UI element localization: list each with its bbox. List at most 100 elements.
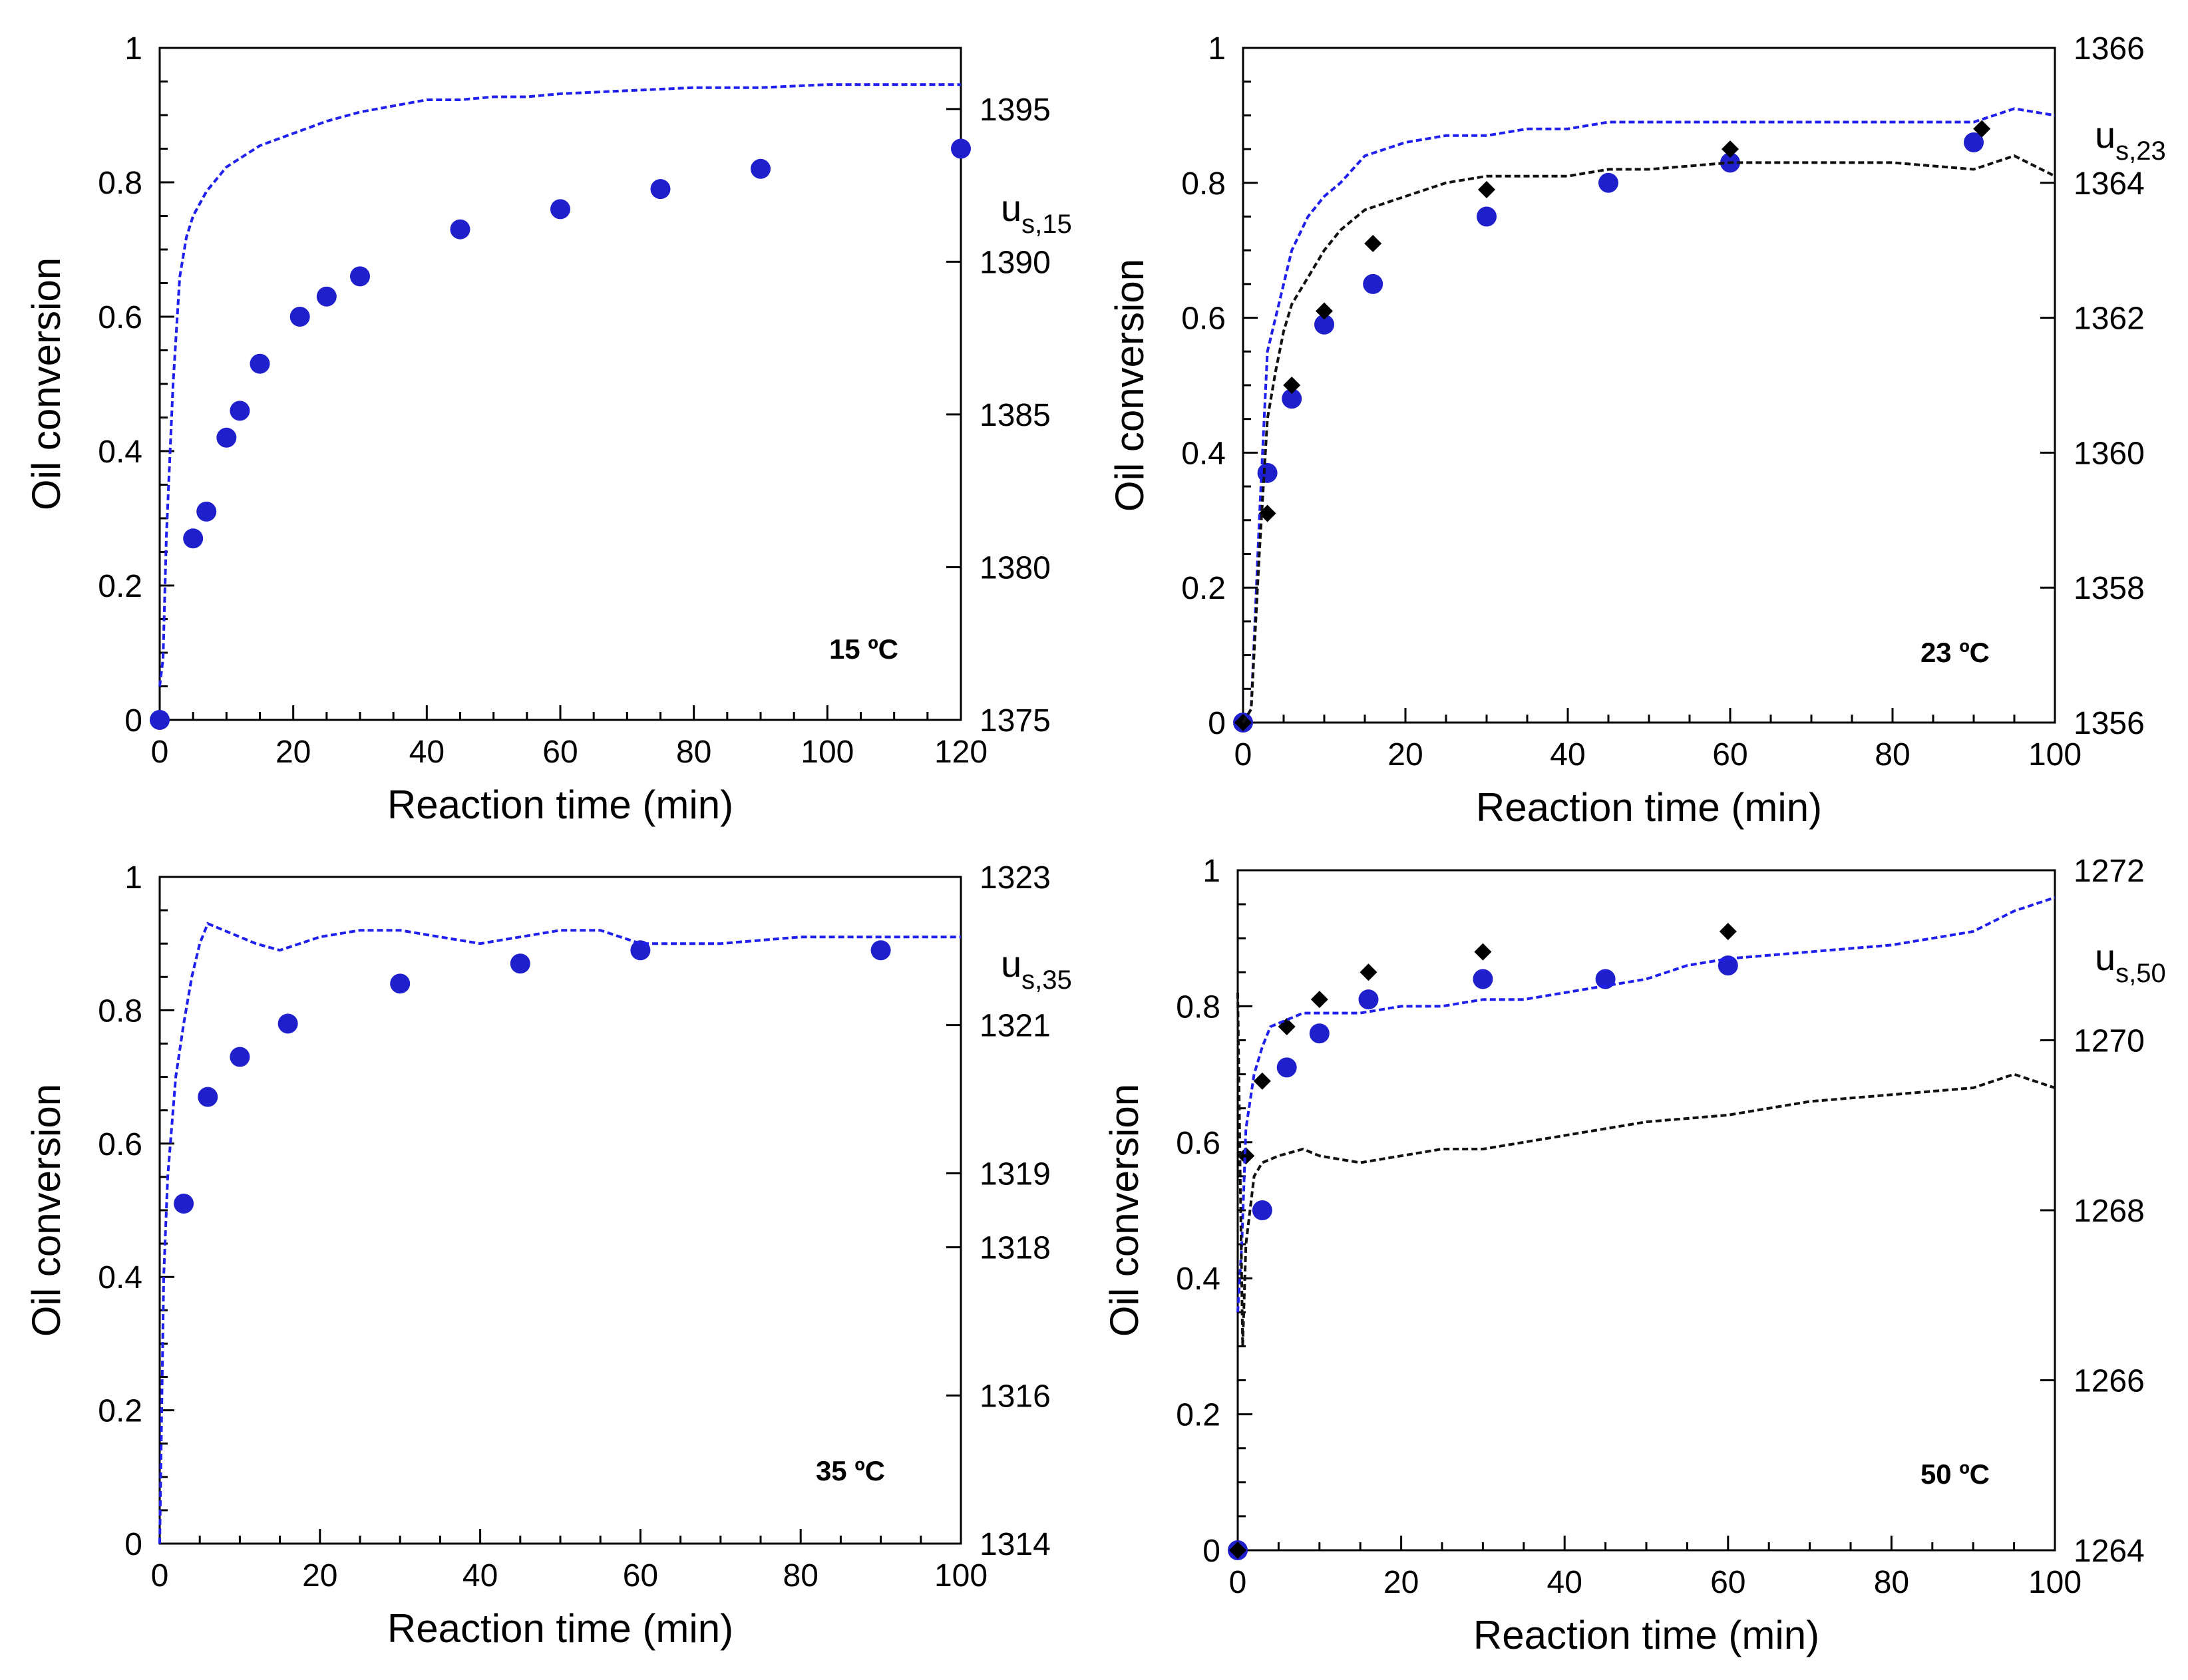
y-tick-label: 0.2	[1176, 1398, 1220, 1433]
y2-tick-label: 1318	[980, 1231, 1051, 1266]
data-point-diamond	[1973, 120, 1991, 138]
data-point-circle	[1252, 1200, 1272, 1220]
data-point-circle	[1314, 314, 1334, 335]
y-axis-title: Oil conversion	[24, 257, 69, 510]
temperature-label: 15 ºC	[829, 633, 898, 665]
y-tick-label: 0.4	[98, 434, 142, 470]
series-line-4	[1236, 992, 2056, 1347]
temperature-label: 50 ºC	[1920, 1458, 1990, 1490]
series-line-2	[158, 922, 961, 1544]
x-tick-label: 40	[1550, 737, 1585, 772]
y2-tick-label: 1356	[2074, 706, 2145, 741]
y2-axis-title-main: u	[2095, 936, 2115, 978]
y-tick-label: 1	[1208, 31, 1226, 67]
y2-axis-title-sub: s,50	[2115, 959, 2166, 988]
x-tick-label: 80	[676, 735, 711, 770]
y-tick-label: 0	[1202, 1534, 1220, 1569]
y2-tick-label: 1270	[2074, 1024, 2145, 1059]
y2-tick-label: 1360	[2074, 436, 2145, 471]
data-point-circle	[1473, 969, 1493, 989]
y2-tick-label: 1266	[2074, 1364, 2145, 1399]
data-point-circle	[289, 307, 310, 327]
y2-tick-label: 1268	[2074, 1194, 2145, 1229]
temperature-label: 35 ºC	[816, 1455, 885, 1486]
data-point-circle	[277, 1013, 298, 1034]
data-point-circle	[1964, 132, 1984, 152]
y2-tick-label: 1323	[980, 860, 1051, 896]
temperature-label: 23 ºC	[1920, 637, 1990, 668]
data-point-circle	[630, 940, 651, 961]
x-tick-label: 60	[542, 735, 578, 770]
y-tick-label: 0.2	[98, 569, 142, 604]
y2-tick-label: 1358	[2074, 571, 2145, 606]
y2-tick-label: 1316	[980, 1379, 1051, 1414]
y-tick-label: 0.4	[1176, 1261, 1220, 1297]
data-point-circle	[1358, 989, 1379, 1010]
data-point-circle	[951, 138, 971, 159]
data-point-diamond	[1283, 377, 1301, 394]
y2-tick-label: 1364	[2074, 166, 2145, 202]
data-point-circle	[450, 219, 470, 240]
data-point-circle	[174, 1193, 194, 1214]
x-tick-label: 80	[783, 1558, 819, 1594]
x-tick-label: 40	[409, 735, 445, 770]
data-point-circle	[1276, 1057, 1297, 1078]
data-point-circle	[390, 973, 411, 994]
data-point-circle	[1309, 1023, 1330, 1044]
y2-axis-title: us,50	[2095, 936, 2166, 988]
x-axis-title: Reaction time (min)	[387, 1606, 733, 1651]
chart-panel-2: 0 20 40 60 80 100 0 0.2 0.4 0.6 0.8 1 1356 1358 1360 13…	[1107, 31, 2166, 830]
data-point-circle	[230, 401, 250, 421]
data-point-circle	[316, 286, 337, 307]
series-line-4	[1242, 154, 2056, 724]
y-tick-label: 0.6	[1176, 1126, 1220, 1161]
data-point-circle	[650, 179, 671, 200]
y-tick-label: 0.6	[1181, 301, 1226, 337]
x-tick-label: 20	[1387, 737, 1423, 772]
data-point-diamond	[1360, 963, 1377, 981]
plot-frame	[158, 47, 962, 721]
y-tick-label: 0.6	[98, 300, 142, 335]
x-tick-label: 80	[1874, 1565, 1909, 1600]
data-point-circle	[250, 353, 270, 374]
y2-axis-title-sub: s,23	[2115, 136, 2166, 166]
x-tick-label: 100	[2028, 737, 2082, 772]
data-point-diamond	[1474, 943, 1492, 961]
x-tick-label: 100	[801, 735, 854, 770]
data-point-diamond	[1722, 140, 1739, 158]
data-point-circle	[1282, 389, 1302, 409]
data-point-diamond	[1229, 1542, 1246, 1559]
x-tick-label: 80	[1875, 737, 1910, 772]
y-tick-label: 0.4	[98, 1260, 142, 1295]
data-point-diamond	[1310, 991, 1328, 1009]
x-tick-label: 60	[623, 1558, 658, 1594]
data-point-circle	[183, 528, 204, 549]
x-tick-label: 60	[1712, 737, 1747, 772]
y-tick-label: 1	[124, 31, 142, 67]
data-point-circle	[350, 266, 370, 287]
data-point-circle	[1477, 206, 1497, 227]
x-tick-label: 100	[2028, 1565, 2082, 1600]
series-line-3	[1242, 107, 2056, 724]
x-tick-label: 20	[1383, 1565, 1419, 1600]
data-point-diamond	[1364, 235, 1382, 253]
data-point-diamond	[1478, 180, 1495, 198]
y2-axis-title: us,23	[2095, 114, 2166, 166]
x-tick-label: 0	[151, 1558, 169, 1594]
y2-tick-label: 1395	[980, 92, 1051, 128]
y-tick-label: 1	[1202, 854, 1220, 889]
x-tick-label: 100	[934, 1558, 988, 1594]
plot-frame	[158, 876, 962, 1545]
x-tick-label: 120	[934, 735, 988, 770]
y-tick-label: 0.2	[98, 1394, 142, 1429]
y2-axis-title: us,35	[1001, 943, 1072, 995]
x-axis-title: Reaction time (min)	[387, 782, 733, 827]
y2-tick-label: 1321	[980, 1009, 1051, 1044]
data-point-circle	[1598, 172, 1618, 193]
chart-panel-3: 0 20 40 60 80 100 0 0.2 0.4 0.6 0.8 1 1314 1316 1318 13…	[24, 860, 1072, 1651]
data-point-diamond	[1719, 922, 1737, 940]
y-tick-label: 0.2	[1181, 571, 1226, 606]
y2-tick-label: 1314	[980, 1527, 1051, 1562]
